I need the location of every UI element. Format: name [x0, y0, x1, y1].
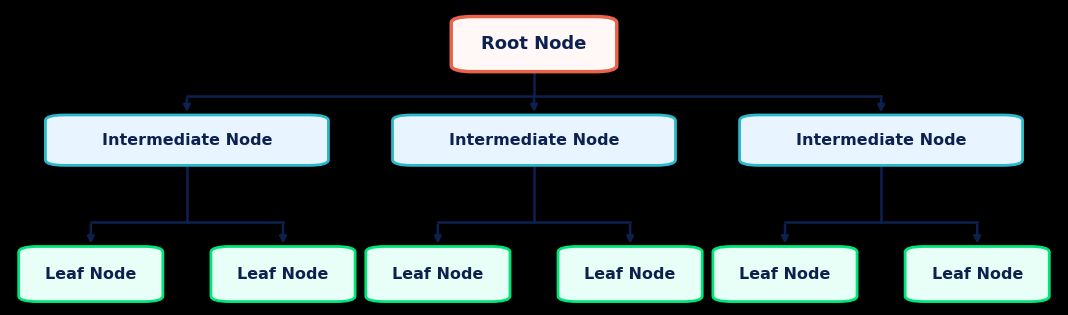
Text: Leaf Node: Leaf Node	[584, 266, 676, 282]
FancyBboxPatch shape	[19, 246, 163, 302]
FancyBboxPatch shape	[906, 246, 1049, 302]
FancyBboxPatch shape	[211, 246, 355, 302]
FancyBboxPatch shape	[557, 246, 703, 302]
FancyBboxPatch shape	[451, 17, 617, 72]
FancyBboxPatch shape	[365, 246, 511, 302]
Text: Leaf Node: Leaf Node	[237, 266, 329, 282]
Text: Leaf Node: Leaf Node	[392, 266, 484, 282]
Text: Intermediate Node: Intermediate Node	[101, 133, 272, 148]
FancyBboxPatch shape	[45, 115, 329, 165]
Text: Leaf Node: Leaf Node	[739, 266, 831, 282]
Text: Leaf Node: Leaf Node	[45, 266, 137, 282]
Text: Leaf Node: Leaf Node	[931, 266, 1023, 282]
Text: Intermediate Node: Intermediate Node	[796, 133, 967, 148]
Text: Root Node: Root Node	[482, 35, 586, 53]
FancyBboxPatch shape	[739, 115, 1022, 165]
Text: Intermediate Node: Intermediate Node	[449, 133, 619, 148]
FancyBboxPatch shape	[393, 115, 676, 165]
FancyBboxPatch shape	[713, 246, 857, 302]
